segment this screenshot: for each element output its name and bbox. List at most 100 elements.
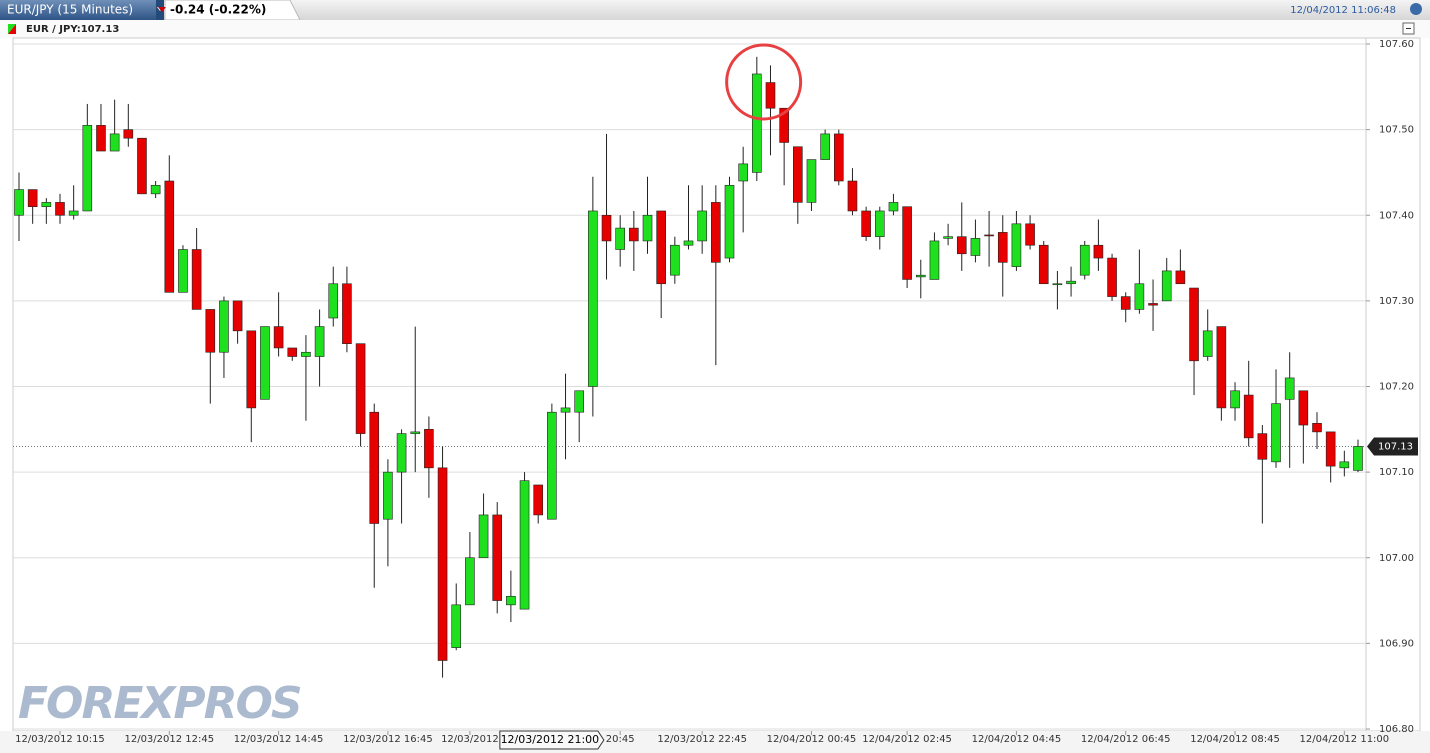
candle-body [929, 240, 940, 280]
y-tick-label: 107.30 [1379, 296, 1414, 307]
candle-body [560, 407, 571, 413]
candle-body [861, 210, 871, 237]
y-tick-label: 107.50 [1379, 125, 1414, 136]
candle-body [82, 125, 93, 212]
candle-body [533, 484, 544, 516]
candle-body [833, 133, 844, 182]
candle-body [1353, 446, 1363, 471]
symbol-tab[interactable] [0, 0, 156, 20]
candle-body [1216, 326, 1227, 409]
y-tick-label: 106.90 [1379, 638, 1414, 649]
candle-body [287, 347, 298, 357]
x-tick-label: 12/03/2012 14:45 [234, 734, 324, 745]
candle-layer: 107.13 12/03/2012 21:00 [14, 43, 1418, 750]
candle-body [1202, 330, 1213, 357]
x-tick-label: 20:45 [606, 734, 635, 745]
price-axis [1365, 37, 1421, 732]
candle-body [369, 411, 380, 524]
candle-body [1066, 280, 1076, 285]
candle-body [1271, 403, 1281, 463]
grid-layer: 106.80 106.90 107.00 107.10 107.20 107.30 107.… [13, 39, 1414, 745]
candle-body [752, 73, 762, 173]
candle-body [697, 210, 707, 242]
candle-body [547, 411, 557, 520]
candle-body [232, 300, 243, 332]
candle-body [1011, 223, 1022, 267]
candle-body [137, 137, 147, 195]
crosshair-box [499, 730, 605, 750]
candle-body [970, 238, 981, 256]
candle-body [123, 129, 134, 139]
y-tick-label: 106.80 [1379, 724, 1414, 735]
candle-body [1189, 287, 1199, 362]
change-text: -0.24 (-0.22%) [170, 3, 266, 17]
symbol-title: EUR/JPY (15 Minutes) [7, 3, 133, 17]
x-tick-label: 12/04/2012 00:45 [767, 734, 857, 745]
y-tick-label: 107.20 [1379, 382, 1414, 393]
candle-body [1107, 257, 1117, 297]
candle-body [96, 125, 106, 152]
last-price-label: 107.13 [1378, 441, 1413, 452]
candle-body [1093, 244, 1104, 259]
candle-body [1230, 390, 1240, 409]
candle-body [656, 210, 666, 285]
x-tick-label: 12/04/2012 11:00 [1300, 734, 1390, 745]
candle-body [1052, 283, 1063, 286]
candle-body [902, 206, 912, 280]
legend-bar [0, 20, 1430, 38]
x-tick-label: 12/03/2012 10:15 [15, 734, 105, 745]
candle-body [164, 180, 175, 293]
settings-icon[interactable] [1410, 3, 1422, 15]
candle-body [260, 326, 270, 400]
time-axis [0, 731, 1430, 753]
candle-body [342, 283, 352, 344]
highlight-circle [725, 43, 803, 121]
y-tick-label: 107.00 [1379, 553, 1414, 564]
candle-body [683, 240, 694, 246]
x-tick-label: 12/04/2012 02:45 [862, 734, 952, 745]
candle-body [68, 210, 79, 216]
candle-body [1284, 377, 1295, 400]
candle-body [1312, 423, 1322, 433]
y-tick-label: 107.60 [1379, 39, 1414, 50]
watermark: FOREXPROS [18, 678, 301, 729]
timestamp: 12/04/2012 11:06:48 [1290, 5, 1396, 16]
x-tick-label: 12/04/2012 04:45 [972, 734, 1062, 745]
candle-body [642, 214, 653, 242]
candle-body [615, 227, 625, 250]
candle-body [888, 202, 899, 212]
candle-body [847, 180, 858, 212]
x-tick-label: 12/04/2012 08:45 [1190, 734, 1280, 745]
candle-body [519, 480, 530, 610]
candle-body [314, 326, 325, 357]
candle-body [219, 300, 229, 353]
candle-body [109, 133, 120, 152]
plot-area [12, 37, 1367, 732]
last-price-marker [1367, 437, 1418, 456]
candle-body [1025, 223, 1035, 246]
candle-body [191, 249, 202, 310]
candle-body [724, 184, 735, 259]
candle-body [14, 189, 24, 216]
down-arrow [158, 7, 166, 12]
candle-body [601, 214, 612, 242]
x-tick-label: 12/04/2012 06:45 [1081, 734, 1171, 745]
candle-body [629, 227, 639, 242]
candle-body [874, 210, 885, 237]
candle-body [301, 351, 311, 357]
candle-body [506, 595, 516, 606]
candle-body [1243, 394, 1254, 439]
candle-body [1325, 431, 1336, 467]
candle-body [820, 133, 830, 160]
candle-body [437, 467, 448, 661]
candle-body [711, 202, 721, 263]
candle-body [273, 326, 284, 349]
candle-body [328, 283, 339, 319]
y-tick-label: 107.10 [1379, 467, 1414, 478]
candle-body [588, 210, 598, 387]
candle-body [355, 343, 366, 434]
candle-body [1148, 303, 1158, 306]
candle-body [410, 431, 421, 434]
candle-body [1134, 283, 1145, 310]
